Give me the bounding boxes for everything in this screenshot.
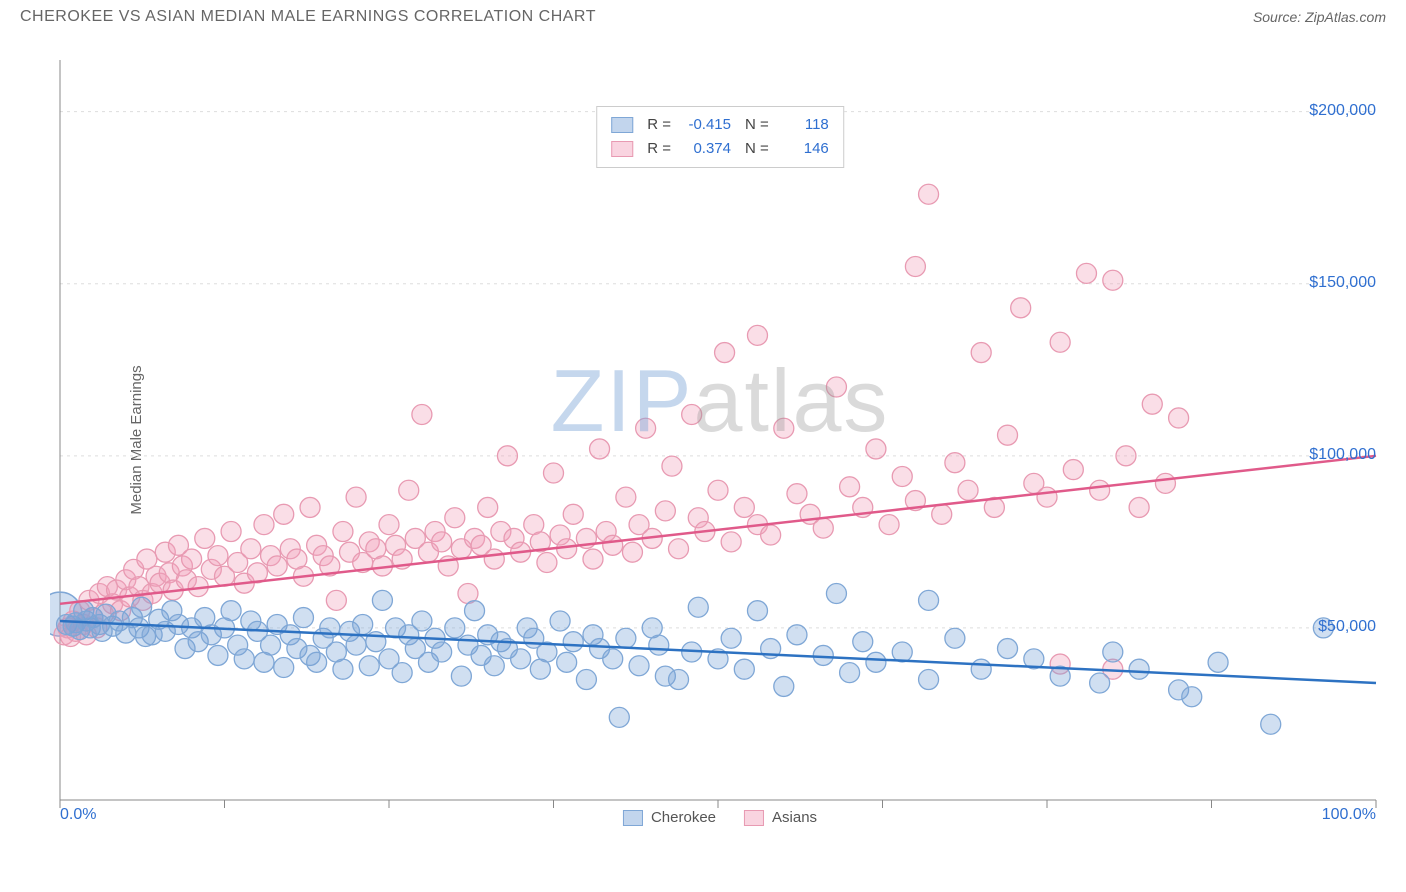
legend-label-asians: Asians (772, 809, 817, 826)
x-axis-label-left: 0.0% (60, 806, 96, 824)
n-label-2: N = (745, 137, 769, 161)
y-tick-label-2: $150,000 (1309, 274, 1376, 292)
x-axis-label-right: 100.0% (1322, 806, 1376, 824)
legend-item-asians: Asians (744, 809, 817, 826)
r-label-2: R = (647, 137, 671, 161)
r-label-1: R = (647, 113, 671, 137)
y-tick-label-3: $200,000 (1309, 102, 1376, 120)
legend-row-2: R = 0.374 N = 146 (611, 137, 829, 161)
legend-label-cherokee: Cherokee (651, 809, 716, 826)
chart-source: Source: ZipAtlas.com (1253, 9, 1386, 25)
n-value-1: 118 (777, 113, 829, 137)
chart-area: Median Male Earnings ZIPatlas R = -0.415… (50, 50, 1390, 830)
legend-bottom-swatch-cherokee (623, 810, 643, 826)
chart-header: CHEROKEE VS ASIAN MEDIAN MALE EARNINGS C… (0, 0, 1406, 34)
y-tick-label-1: $100,000 (1309, 446, 1376, 464)
r-value-2: 0.374 (679, 137, 731, 161)
legend-swatch-cherokee (611, 117, 633, 133)
n-label-1: N = (745, 113, 769, 137)
n-value-2: 146 (777, 137, 829, 161)
chart-title: CHEROKEE VS ASIAN MEDIAN MALE EARNINGS C… (20, 8, 596, 26)
legend-swatch-asians (611, 141, 633, 157)
legend-item-cherokee: Cherokee (623, 809, 716, 826)
legend-bottom-swatch-asians (744, 810, 764, 826)
correlation-legend: R = -0.415 N = 118 R = 0.374 N = 146 (596, 106, 844, 168)
r-value-1: -0.415 (679, 113, 731, 137)
legend-row-1: R = -0.415 N = 118 (611, 113, 829, 137)
y-tick-label-0: $50,000 (1318, 618, 1376, 636)
series-legend: Cherokee Asians (623, 809, 817, 826)
